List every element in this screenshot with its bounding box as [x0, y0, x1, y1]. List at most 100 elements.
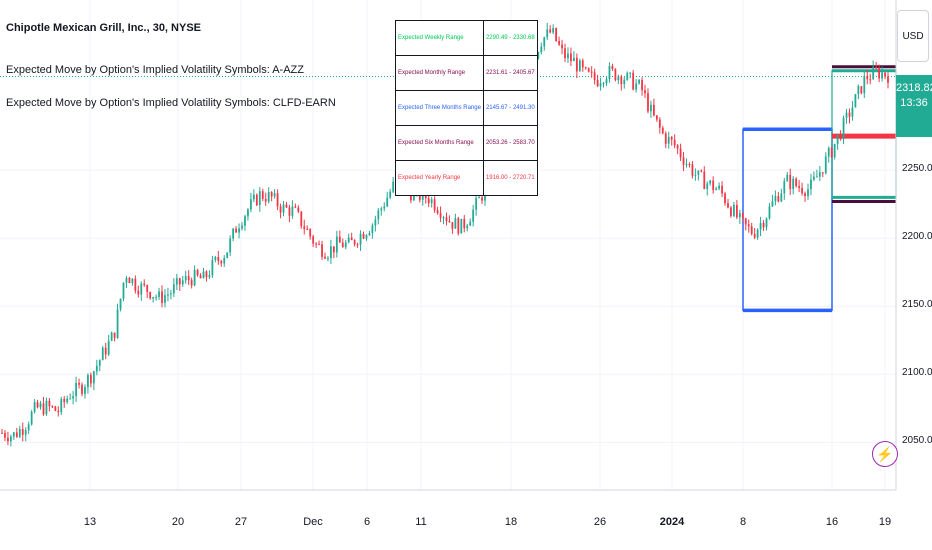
candle-body [143, 283, 146, 286]
candle-body [276, 193, 279, 207]
candle-body [647, 93, 649, 112]
candle-body [347, 237, 350, 243]
time-tick-label: 8 [739, 516, 747, 528]
candle-body [688, 164, 691, 166]
range-row: Expected Three Months Range 2145.67 - 249… [395, 90, 538, 126]
candle-body [765, 218, 768, 228]
candle-body [436, 210, 439, 214]
candle-body [709, 180, 712, 184]
candle-body [706, 183, 709, 190]
candle-body [208, 275, 211, 278]
indicator-legend-1[interactable]: Expected Move by Option's Implied Volati… [6, 64, 304, 76]
candle-body [164, 295, 166, 303]
candle-body [807, 189, 809, 196]
candle-body [798, 186, 801, 188]
lightning-icon[interactable]: ⚡ [872, 441, 898, 467]
candle-body [167, 294, 169, 296]
candle-body [42, 403, 45, 415]
candle-body [196, 269, 199, 276]
candle-body [555, 27, 558, 42]
candle-body [804, 193, 806, 196]
candle-body [786, 174, 789, 182]
candle-body [463, 218, 466, 229]
candle-body [771, 201, 774, 207]
range-values: 2290.49 - 2330.68 [482, 20, 538, 56]
candle-body [623, 79, 626, 85]
candle-body [433, 199, 436, 211]
candle-body [170, 293, 172, 295]
candle-body [258, 191, 261, 206]
candle-body [377, 210, 380, 220]
candle-body [380, 208, 383, 211]
range-values: 2145.67 - 2491.30 [482, 90, 538, 126]
candle-body [727, 203, 729, 208]
candle-body [833, 143, 836, 158]
time-tick-label: 27 [234, 516, 248, 528]
candle-body [650, 104, 652, 112]
candle-body [738, 213, 741, 218]
price-tick-label: 2050.00 [902, 435, 932, 447]
candle-body [193, 269, 196, 286]
candle-body [445, 217, 448, 222]
candle-body [641, 80, 643, 91]
candle-body [75, 382, 77, 397]
candle-body [700, 170, 703, 172]
candle-body [190, 280, 193, 286]
time-tick-label: 18 [504, 516, 518, 528]
candle-body [226, 252, 229, 258]
candle-body [87, 375, 89, 388]
candle-body [777, 196, 780, 202]
candle-body [250, 199, 252, 210]
candle-body [818, 172, 821, 177]
candle-body [110, 332, 113, 341]
candle-body [89, 375, 92, 384]
indicator-legend-2[interactable]: Expected Move by Option's Implied Volati… [6, 97, 336, 109]
expected-range-table: Expected Weekly Range 2290.49 - 2330.68 Ex… [395, 20, 538, 196]
candle-body [232, 228, 235, 239]
candle-body [122, 282, 125, 299]
candle-body [119, 298, 122, 310]
currency-button[interactable]: USD [897, 10, 929, 62]
time-tick-label: 16 [825, 516, 839, 528]
candle-body [472, 209, 475, 222]
candle-body [620, 76, 623, 85]
candle-body [638, 80, 640, 84]
candle-body [715, 188, 718, 190]
candle-body [733, 204, 735, 216]
candle-body [205, 271, 208, 278]
candle-body [63, 398, 66, 403]
candle-body [36, 402, 39, 408]
candle-body [632, 72, 635, 90]
candle-body [552, 27, 555, 33]
candle-body [478, 197, 480, 199]
candle-body [691, 164, 694, 176]
candle-body [836, 134, 839, 144]
candle-body [84, 387, 86, 394]
candle-body [267, 192, 270, 202]
symbol-title[interactable]: Chipotle Mexican Grill, Inc., 30, NYSE [6, 22, 201, 34]
range-row: Expected Weekly Range 2290.49 - 2330.68 [395, 20, 538, 56]
candle-body [4, 432, 6, 438]
candle-body [217, 257, 220, 261]
time-tick-label: 6 [363, 516, 371, 528]
candle-body [783, 181, 786, 194]
time-tick-label: 26 [593, 516, 607, 528]
candle-body [39, 403, 42, 408]
candle-body [851, 107, 854, 117]
range-name: Expected Yearly Range [395, 160, 484, 196]
candle-body [353, 240, 356, 245]
range-values: 2231.61 - 2405.67 [482, 55, 538, 91]
candle-body [887, 76, 889, 83]
candle-body [60, 398, 63, 413]
candle-body [848, 112, 851, 117]
candle-body [821, 172, 824, 174]
candle-body [21, 428, 24, 435]
candle-body [220, 260, 223, 264]
candle-body [661, 127, 664, 134]
candle-body [113, 332, 116, 338]
candle-body [658, 119, 661, 128]
candle-body [635, 83, 638, 90]
candle-body [481, 197, 483, 201]
candle-body [140, 283, 143, 295]
candle-body [872, 67, 875, 80]
